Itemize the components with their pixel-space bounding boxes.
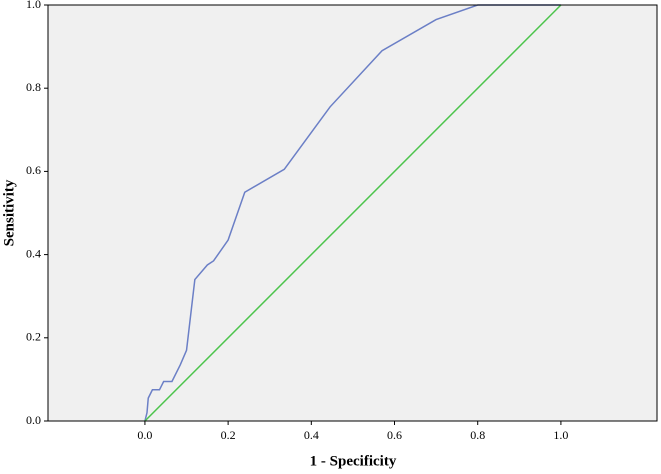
x-axis-title: 1 - Specificity (310, 453, 397, 469)
plot-frame (47, 4, 658, 422)
x-tick-label: 0.6 (387, 428, 402, 442)
x-tick-label: 1.0 (553, 428, 568, 442)
y-tick-label: 0.0 (26, 413, 41, 427)
x-tick-label: 0.0 (137, 428, 152, 442)
y-tick-label: 0.6 (26, 163, 41, 177)
y-tick-label: 0.8 (26, 80, 41, 94)
roc-line (144, 4, 561, 422)
y-tick-label: 1.0 (26, 0, 41, 11)
x-tick-label: 0.8 (470, 428, 485, 442)
y-tick-label: 0.2 (26, 330, 41, 344)
y-axis-title: Sensitivity (1, 179, 17, 246)
x-tick-label: 0.4 (304, 428, 319, 442)
y-tick-label: 0.4 (26, 246, 41, 260)
roc-line (144, 4, 562, 422)
x-tick-label: 0.2 (221, 428, 236, 442)
